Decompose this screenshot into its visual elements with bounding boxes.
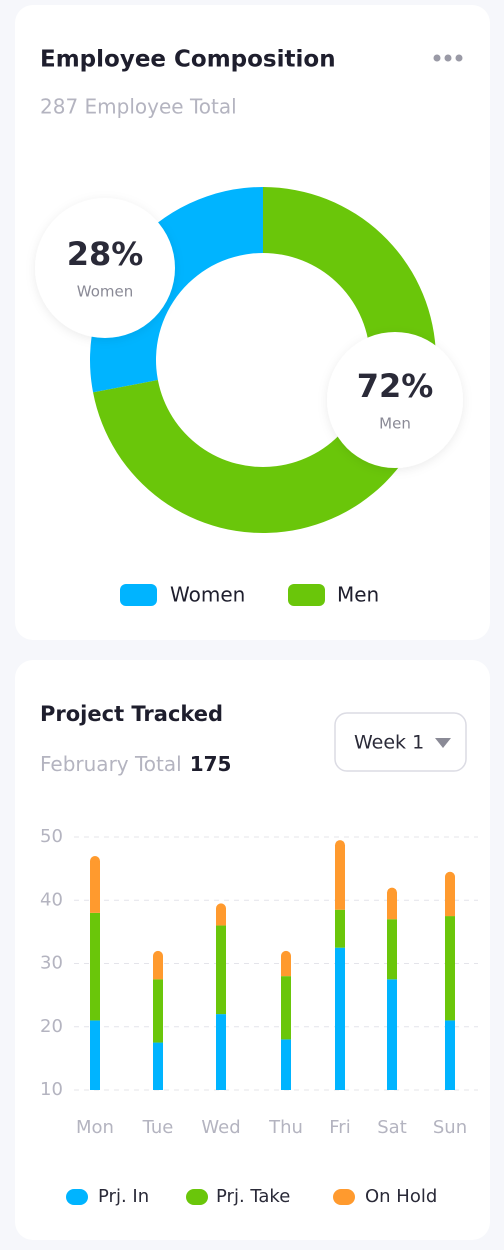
legend-swatch	[66, 1189, 88, 1205]
x-tick-label: Mon	[76, 1117, 114, 1138]
label-bubble	[35, 198, 175, 338]
legend-swatch	[333, 1189, 355, 1205]
card-subtitle: 287 Employee Total	[40, 95, 237, 119]
subtitle-text: February Total	[40, 752, 182, 776]
y-tick-label: 20	[40, 1016, 63, 1037]
card	[15, 660, 490, 1240]
y-tick-label: 30	[40, 953, 63, 974]
week-dropdown[interactable]: Week 1	[334, 712, 467, 772]
data-label-name: Women	[77, 283, 133, 301]
bar-segment	[216, 1014, 226, 1090]
legend-label: Women	[170, 583, 245, 607]
x-tick-label: Wed	[201, 1117, 240, 1138]
more-button[interactable]	[433, 54, 463, 62]
bar-segment	[335, 947, 345, 1090]
bar-segment	[445, 916, 455, 1021]
bar-segment	[387, 919, 397, 980]
y-tick-label: 50	[40, 826, 63, 847]
x-tick-label: Sun	[433, 1117, 467, 1138]
bar-segment	[281, 1039, 291, 1090]
x-tick-label: Tue	[142, 1117, 174, 1138]
total: 175	[190, 752, 232, 776]
bar-segment	[387, 887, 397, 920]
donut-segment	[89, 187, 263, 393]
card-subtitle: February Total 175	[40, 752, 231, 776]
legend-label: Prj. Take	[216, 1186, 290, 1207]
legend-label: On Hold	[365, 1186, 437, 1207]
bar-segment	[216, 925, 226, 1015]
x-tick-label: Sat	[377, 1117, 407, 1138]
data-label: 28%	[67, 235, 144, 273]
bar-segment	[153, 979, 163, 1043]
y-tick-label: 10	[40, 1079, 63, 1100]
legend-swatch	[288, 584, 325, 606]
label-bubble	[327, 332, 463, 468]
bar-segment	[90, 912, 100, 1021]
bar-segment	[90, 1020, 100, 1090]
bar-segment	[153, 1042, 163, 1090]
bar-segment	[335, 840, 345, 910]
bar-segment	[281, 950, 291, 977]
data-label: 72%	[357, 367, 434, 405]
bar-segment	[335, 909, 345, 948]
data-label-name: Men	[379, 415, 411, 433]
bar-segment	[445, 1020, 455, 1090]
x-tick-label: Fri	[329, 1117, 350, 1138]
bar-segment	[387, 979, 397, 1090]
dropdown-arrow	[435, 738, 451, 748]
card-title: Employee Composition	[40, 47, 336, 73]
bar-segment	[153, 950, 163, 980]
legend-swatch	[186, 1189, 208, 1205]
card-title: Project Tracked	[40, 702, 223, 726]
legend-swatch	[120, 584, 157, 606]
legend-label: Men	[337, 583, 379, 607]
bar-segment	[281, 976, 291, 1040]
y-tick-label: 40	[40, 889, 63, 910]
bar-segment	[216, 903, 226, 926]
dropdown-label: Week 1	[354, 732, 424, 754]
legend-label: Prj. In	[98, 1186, 149, 1207]
x-tick-label: Thu	[268, 1117, 303, 1138]
bar-segment	[90, 855, 100, 913]
bar-segment	[445, 871, 455, 917]
